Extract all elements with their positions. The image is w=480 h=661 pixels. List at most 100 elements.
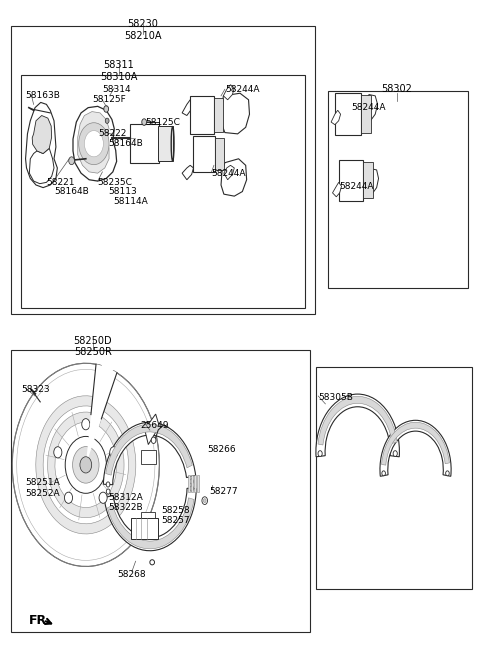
Wedge shape <box>382 422 449 465</box>
Bar <box>191 475 193 492</box>
Bar <box>158 126 173 161</box>
Bar <box>335 93 361 136</box>
Text: 58258
58257: 58258 58257 <box>162 506 191 525</box>
Bar <box>193 475 196 492</box>
Circle shape <box>69 157 74 165</box>
Polygon shape <box>331 110 341 125</box>
Circle shape <box>64 492 72 503</box>
Circle shape <box>79 123 109 165</box>
Circle shape <box>99 492 107 503</box>
Polygon shape <box>182 165 193 180</box>
Text: 58125F: 58125F <box>92 95 126 104</box>
Wedge shape <box>86 364 117 465</box>
Bar <box>131 518 158 539</box>
Text: 58235C: 58235C <box>97 178 132 187</box>
Text: 58250D
58250R: 58250D 58250R <box>73 336 112 358</box>
Circle shape <box>80 457 92 473</box>
Text: 58114A: 58114A <box>113 197 147 206</box>
Circle shape <box>65 436 107 493</box>
Text: 58244A: 58244A <box>340 182 374 191</box>
Bar <box>192 136 216 172</box>
Text: 58221: 58221 <box>47 178 75 187</box>
Bar <box>12 26 315 314</box>
Circle shape <box>318 451 322 457</box>
Text: 58277: 58277 <box>209 486 238 496</box>
Text: 58230
58210A: 58230 58210A <box>124 19 161 41</box>
Circle shape <box>84 131 103 157</box>
Polygon shape <box>365 169 379 194</box>
Circle shape <box>382 471 385 476</box>
Circle shape <box>105 118 109 124</box>
Bar <box>141 449 156 464</box>
Bar <box>190 96 214 134</box>
Wedge shape <box>103 422 196 485</box>
Circle shape <box>204 498 206 502</box>
Circle shape <box>202 497 207 504</box>
Circle shape <box>445 471 449 476</box>
Bar <box>214 98 223 132</box>
Bar <box>130 124 159 163</box>
Polygon shape <box>221 159 247 196</box>
Wedge shape <box>380 420 451 477</box>
Text: 58305B: 58305B <box>318 393 353 402</box>
Circle shape <box>106 482 110 487</box>
Wedge shape <box>104 488 196 551</box>
Circle shape <box>151 437 156 444</box>
Circle shape <box>72 447 99 483</box>
Text: 58244A: 58244A <box>351 103 386 112</box>
Circle shape <box>104 106 108 112</box>
Text: 58244A: 58244A <box>225 85 259 94</box>
Circle shape <box>393 451 397 457</box>
Bar <box>12 350 310 632</box>
Text: 58311
58310A: 58311 58310A <box>100 60 138 82</box>
Wedge shape <box>36 396 136 534</box>
Text: 58164B: 58164B <box>54 187 89 196</box>
Text: 58163B: 58163B <box>25 91 60 100</box>
Text: 58314: 58314 <box>102 85 131 94</box>
Wedge shape <box>12 364 159 566</box>
Bar <box>339 160 363 201</box>
Text: FR.: FR. <box>29 613 52 627</box>
Circle shape <box>190 479 193 484</box>
Text: 58222: 58222 <box>98 130 127 138</box>
Circle shape <box>110 447 118 458</box>
Polygon shape <box>144 414 159 445</box>
Polygon shape <box>29 148 54 184</box>
Circle shape <box>190 486 193 491</box>
Polygon shape <box>223 85 234 100</box>
Wedge shape <box>316 394 399 457</box>
Text: 58323: 58323 <box>21 385 49 394</box>
Circle shape <box>82 418 90 430</box>
Polygon shape <box>78 112 109 173</box>
Text: 58266: 58266 <box>208 446 236 454</box>
Polygon shape <box>221 93 250 134</box>
Text: 58312A
58322B: 58312A 58322B <box>108 492 143 512</box>
Polygon shape <box>333 182 342 197</box>
Ellipse shape <box>150 560 155 565</box>
Circle shape <box>106 489 110 494</box>
Polygon shape <box>182 100 193 116</box>
Text: 58244A: 58244A <box>212 169 246 178</box>
Bar <box>316 367 472 590</box>
Text: 58113: 58113 <box>108 187 137 196</box>
Polygon shape <box>25 102 57 188</box>
Text: 58125C: 58125C <box>145 118 180 126</box>
Wedge shape <box>48 412 124 518</box>
Bar <box>328 91 468 288</box>
Text: 58302: 58302 <box>381 85 412 95</box>
Wedge shape <box>106 424 192 475</box>
Polygon shape <box>363 95 378 121</box>
Polygon shape <box>32 116 52 153</box>
Bar <box>363 162 373 198</box>
Text: 58251A
58252A: 58251A 58252A <box>25 478 60 498</box>
Polygon shape <box>224 165 234 180</box>
Circle shape <box>54 447 62 458</box>
Text: 58268: 58268 <box>118 570 146 579</box>
Bar <box>216 137 224 170</box>
Polygon shape <box>73 106 117 181</box>
Bar <box>141 512 155 525</box>
Circle shape <box>142 119 146 126</box>
Bar <box>196 475 199 492</box>
Bar <box>188 475 191 492</box>
Bar <box>360 95 371 133</box>
